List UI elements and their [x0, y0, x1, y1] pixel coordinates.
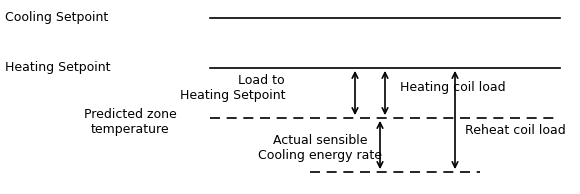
Text: Reheat coil load: Reheat coil load	[465, 124, 566, 137]
Text: Predicted zone
temperature: Predicted zone temperature	[84, 108, 176, 136]
Text: Heating coil load: Heating coil load	[400, 81, 506, 94]
Text: Heating Setpoint: Heating Setpoint	[5, 61, 111, 74]
Text: Actual sensible
Cooling energy rate: Actual sensible Cooling energy rate	[258, 134, 382, 162]
Text: Cooling Setpoint: Cooling Setpoint	[5, 11, 108, 24]
Text: Load to
Heating Setpoint: Load to Heating Setpoint	[179, 74, 285, 102]
